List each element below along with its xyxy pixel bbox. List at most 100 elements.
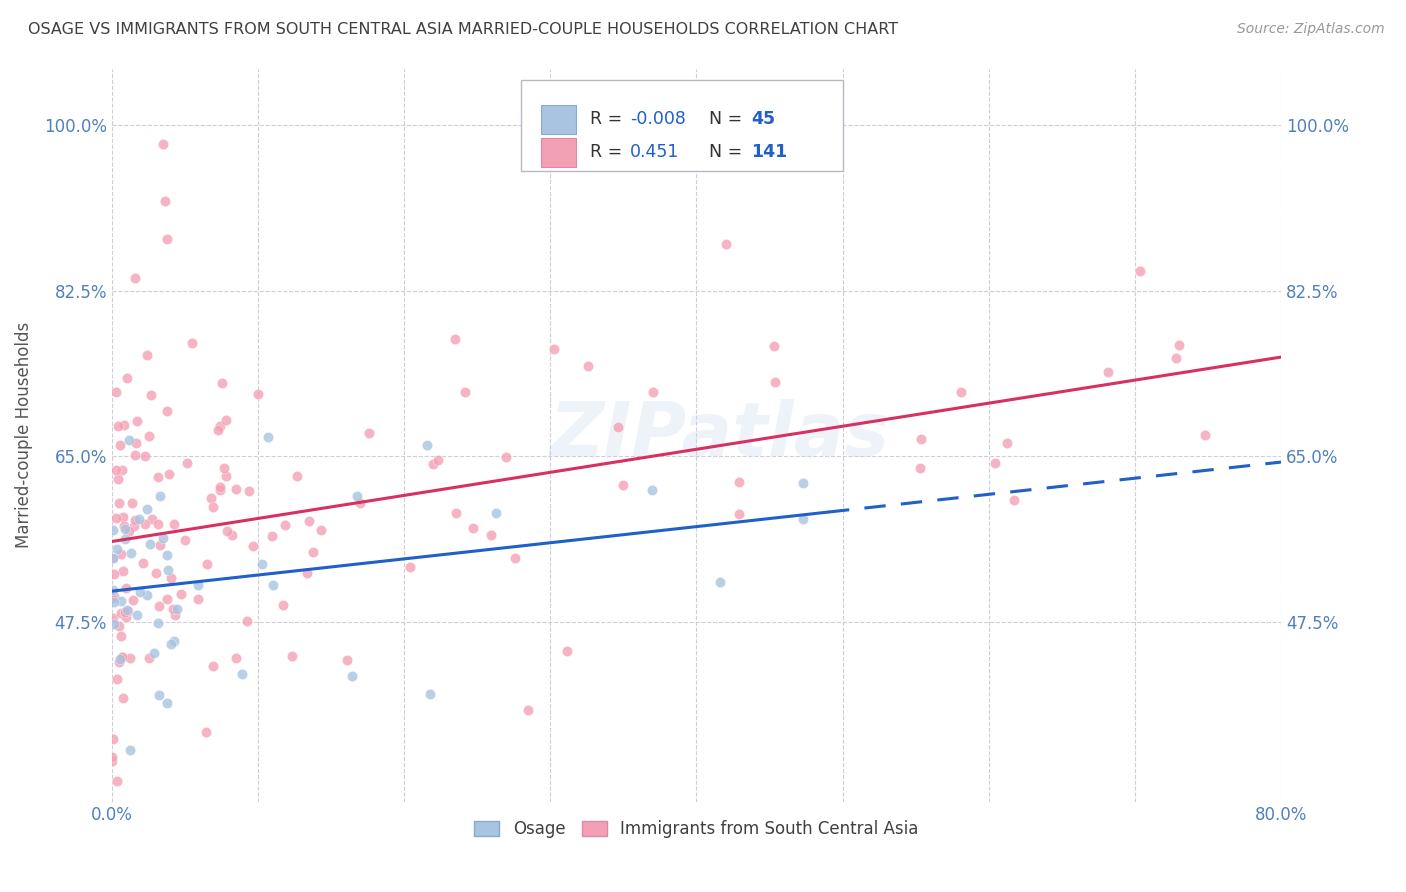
Point: [122, 593, 145, 607]
Point: [122, 519, 145, 533]
Point: [156, 592, 179, 607]
Point: [105, 511, 128, 525]
Point: [357, 425, 380, 440]
Point: [495, 450, 517, 465]
Point: [346, 489, 368, 503]
Point: [247, 386, 270, 401]
Point: [108, 656, 131, 670]
Point: [221, 527, 243, 541]
Point: [103, 732, 125, 747]
Point: [187, 592, 209, 607]
Point: [236, 614, 259, 628]
Point: [349, 496, 371, 510]
Point: [461, 521, 484, 535]
Point: [111, 650, 134, 665]
Point: [104, 463, 127, 477]
Point: [136, 348, 159, 362]
Point: [153, 194, 176, 208]
Point: [910, 432, 932, 446]
Point: [125, 435, 148, 450]
Point: [141, 388, 163, 402]
Point: [301, 544, 323, 558]
Point: [997, 436, 1019, 450]
Point: [114, 605, 136, 619]
Point: [128, 512, 150, 526]
Point: [139, 537, 162, 551]
Text: 0.451: 0.451: [630, 144, 679, 161]
Y-axis label: Married-couple Households: Married-couple Households: [15, 322, 32, 549]
Point: [129, 585, 152, 599]
Point: [311, 523, 333, 537]
Point: [103, 567, 125, 582]
Point: [225, 651, 247, 665]
Point: [103, 611, 125, 625]
Point: [298, 514, 321, 528]
Point: [426, 452, 449, 467]
Point: [115, 581, 138, 595]
Point: [202, 659, 225, 673]
Point: [214, 469, 236, 483]
Point: [112, 510, 135, 524]
Text: R =: R =: [591, 111, 628, 128]
Point: [101, 754, 124, 768]
Point: [176, 456, 198, 470]
Point: [101, 591, 124, 605]
Point: [416, 438, 439, 452]
Point: [148, 688, 170, 702]
Point: [792, 512, 814, 526]
Point: [709, 574, 731, 589]
Point: [716, 236, 738, 251]
Text: N =: N =: [697, 144, 748, 161]
Point: [152, 137, 174, 152]
Point: [295, 566, 318, 581]
Point: [1129, 264, 1152, 278]
Point: [211, 376, 233, 390]
Point: [195, 725, 218, 739]
Point: [156, 549, 179, 563]
Point: [285, 469, 308, 483]
Point: [105, 672, 128, 686]
Point: [399, 560, 422, 574]
Point: [145, 566, 167, 580]
Point: [103, 617, 125, 632]
Point: [262, 578, 284, 592]
Point: [273, 599, 295, 613]
Point: [103, 589, 125, 603]
Point: [152, 531, 174, 545]
Point: [200, 491, 222, 505]
Point: [155, 696, 177, 710]
Point: [101, 591, 124, 605]
Point: [454, 384, 477, 399]
Point: [103, 595, 125, 609]
Point: [136, 502, 159, 516]
Point: [118, 434, 141, 448]
Point: [908, 460, 931, 475]
Point: [763, 339, 786, 353]
Text: OSAGE VS IMMIGRANTS FROM SOUTH CENTRAL ASIA MARRIED-COUPLE HOUSEHOLDS CORRELATIO: OSAGE VS IMMIGRANTS FROM SOUTH CENTRAL A…: [28, 22, 898, 37]
Point: [107, 619, 129, 633]
Point: [124, 513, 146, 527]
Point: [444, 332, 467, 346]
Point: [120, 546, 142, 560]
Point: [146, 517, 169, 532]
Point: [728, 475, 751, 489]
Point: [148, 599, 170, 614]
Point: [260, 529, 283, 543]
Point: [108, 495, 131, 509]
Point: [281, 648, 304, 663]
Point: [107, 472, 129, 486]
Point: [141, 511, 163, 525]
Point: [340, 669, 363, 683]
Point: [148, 538, 170, 552]
Point: [115, 371, 138, 385]
Text: 141: 141: [751, 144, 787, 161]
Point: [132, 557, 155, 571]
Point: [543, 342, 565, 356]
Text: -0.008: -0.008: [630, 111, 686, 128]
Point: [215, 413, 238, 427]
Point: [112, 690, 135, 705]
Point: [641, 483, 664, 498]
Point: [207, 423, 229, 437]
Point: [607, 419, 630, 434]
Point: [517, 703, 540, 717]
